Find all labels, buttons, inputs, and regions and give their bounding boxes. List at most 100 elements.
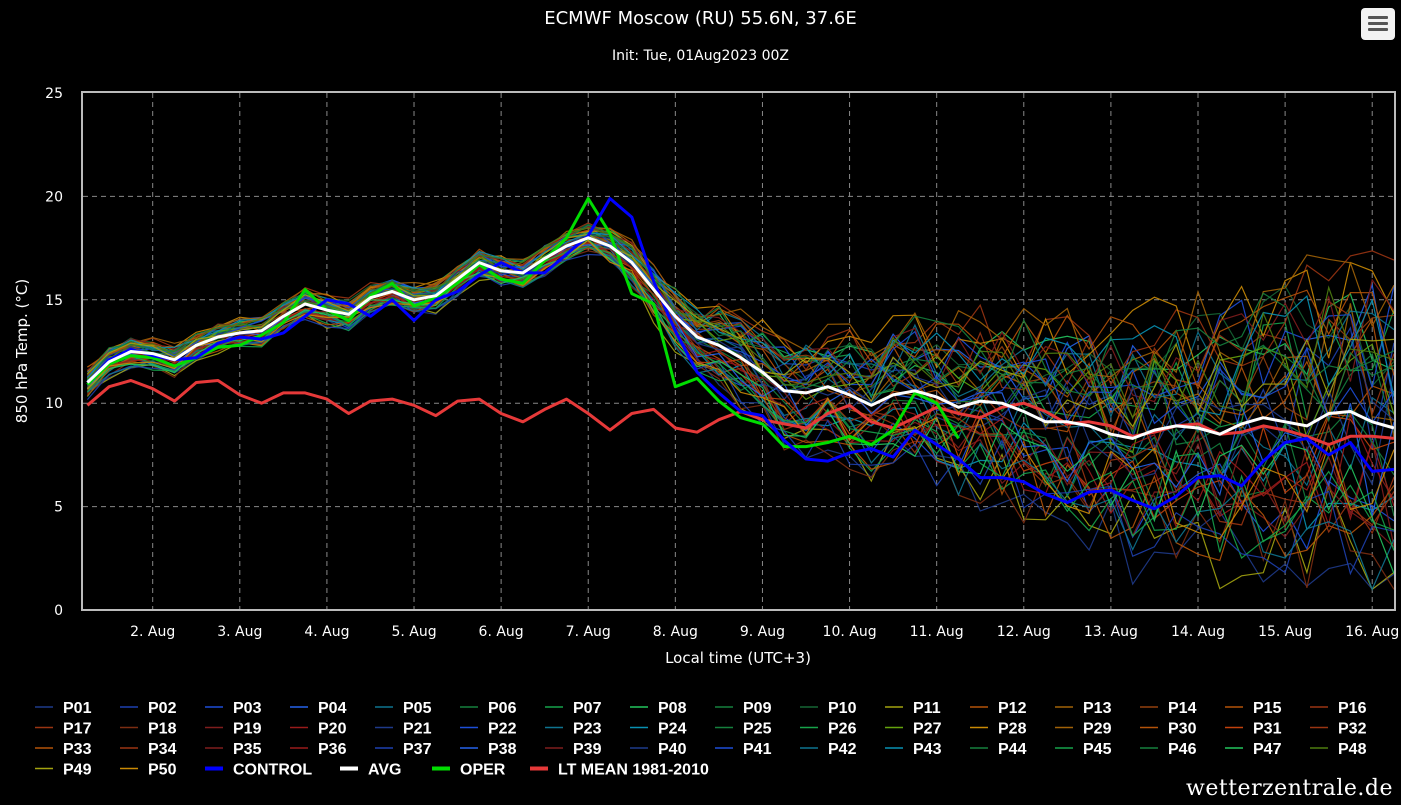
legend-label: P38 xyxy=(488,741,517,758)
x-tick-label: 8. Aug xyxy=(653,624,698,640)
x-tick-label: 7. Aug xyxy=(566,624,611,640)
x-tick-label: 12. Aug xyxy=(997,624,1051,640)
x-tick-label: 9. Aug xyxy=(740,624,785,640)
legend-label: P37 xyxy=(403,741,432,758)
legend-item-p22: P22 xyxy=(460,721,517,738)
legend-item-p34: P34 xyxy=(120,741,177,758)
legend-label: P33 xyxy=(63,741,92,758)
x-axis-ticks: 2. Aug 3. Aug 4. Aug 5. Aug 6. Aug 7. Aug 8. A… xyxy=(130,624,1399,640)
legend-label: P02 xyxy=(148,700,177,717)
legend-label: P50 xyxy=(148,762,177,779)
highlighted-series xyxy=(86,197,1395,511)
legend-item-p19: P19 xyxy=(205,721,262,738)
legend-label: P11 xyxy=(913,700,941,717)
legend-label: P04 xyxy=(318,700,347,717)
legend-item-p29: P29 xyxy=(1055,721,1112,738)
legend-item-p37: P37 xyxy=(375,741,432,758)
legend-label: P23 xyxy=(573,721,602,738)
legend-item-p23: P23 xyxy=(545,721,602,738)
legend-label: P45 xyxy=(1083,741,1112,758)
legend-label: P01 xyxy=(63,700,92,717)
legend-item-p15: P15 xyxy=(1225,700,1282,717)
legend-label: P09 xyxy=(743,700,772,717)
legend-label: P32 xyxy=(1338,721,1367,738)
plot-frame xyxy=(81,91,1396,611)
ensemble-members xyxy=(86,222,1395,591)
legend-item-p14: P14 xyxy=(1140,700,1197,717)
legend-label: P46 xyxy=(1168,741,1197,758)
legend-item-p11: P11 xyxy=(885,700,941,717)
legend-item-avg: AVG xyxy=(340,762,401,779)
legend-label: P22 xyxy=(488,721,517,738)
legend-item-p26: P26 xyxy=(800,721,857,738)
series-line-control xyxy=(86,197,1395,511)
legend-label: P20 xyxy=(318,721,347,738)
y-tick-label: 5 xyxy=(54,500,63,516)
legend-label: P10 xyxy=(828,700,857,717)
legend-item-p36: P36 xyxy=(290,741,347,758)
legend-item-p03: P03 xyxy=(205,700,262,717)
legend-item-control: CONTROL xyxy=(205,762,312,779)
legend-label: P19 xyxy=(233,721,262,738)
legend-item-p02: P02 xyxy=(120,700,177,717)
legend-label: P47 xyxy=(1253,741,1282,758)
legend-item-p05: P05 xyxy=(375,700,432,717)
legend-item-p39: P39 xyxy=(545,741,602,758)
legend-label: OPER xyxy=(460,762,506,779)
watermark: wetterzentrale.de xyxy=(1186,776,1393,801)
legend-label: P17 xyxy=(63,721,92,738)
legend-item-p27: P27 xyxy=(885,721,942,738)
hamburger-menu-icon[interactable] xyxy=(1361,8,1395,40)
legend-label: P43 xyxy=(913,741,942,758)
series-line-p16 xyxy=(86,222,1395,386)
legend-label: P40 xyxy=(658,741,687,758)
legend: P01 P02 P03 P04 P05 P06 P07 P08 P09 P10 P11 P12 P13 P… xyxy=(35,700,1367,779)
legend-item-p31: P31 xyxy=(1225,721,1282,738)
legend-label: P36 xyxy=(318,741,347,758)
legend-label: P31 xyxy=(1253,721,1282,738)
chart-title: ECMWF Moscow (RU) 55.6N, 37.6E xyxy=(544,8,857,29)
legend-label: P14 xyxy=(1168,700,1197,717)
x-tick-label: 14. Aug xyxy=(1171,624,1225,640)
series-line-oper xyxy=(86,197,960,449)
legend-label: P44 xyxy=(998,741,1027,758)
legend-item-oper: OPER xyxy=(432,762,506,779)
legend-label: P25 xyxy=(743,721,772,738)
legend-item-p45: P45 xyxy=(1055,741,1112,758)
legend-label: P27 xyxy=(913,721,942,738)
legend-item-p49: P49 xyxy=(35,762,92,779)
legend-label: P12 xyxy=(998,700,1027,717)
legend-item-p40: P40 xyxy=(630,741,687,758)
legend-label: P08 xyxy=(658,700,687,717)
y-axis-label: 850 hPa Temp. (°C) xyxy=(13,279,31,423)
series-line-p24 xyxy=(86,244,1395,531)
series-line-p45 xyxy=(86,246,1395,553)
series-line-p37 xyxy=(86,253,1395,576)
legend-item-p20: P20 xyxy=(290,721,347,738)
legend-label: P35 xyxy=(233,741,262,758)
x-tick-label: 10. Aug xyxy=(823,624,877,640)
legend-item-p08: P08 xyxy=(630,700,687,717)
legend-item-p48: P48 xyxy=(1310,741,1367,758)
legend-item-p04: P04 xyxy=(290,700,347,717)
legend-label: AVG xyxy=(368,762,401,779)
x-tick-label: 4. Aug xyxy=(304,624,349,640)
y-tick-label: 15 xyxy=(45,293,63,309)
legend-item-p43: P43 xyxy=(885,741,942,758)
legend-label: CONTROL xyxy=(233,762,312,779)
legend-item-p44: P44 xyxy=(970,741,1027,758)
legend-label: P41 xyxy=(743,741,772,758)
legend-label: P39 xyxy=(573,741,602,758)
x-tick-label: 13. Aug xyxy=(1084,624,1138,640)
legend-item-p10: P10 xyxy=(800,700,857,717)
x-tick-label: 15. Aug xyxy=(1258,624,1312,640)
legend-item-p33: P33 xyxy=(35,741,92,758)
series-line-p47 xyxy=(86,239,1395,574)
x-tick-label: 11. Aug xyxy=(910,624,964,640)
x-tick-label: 3. Aug xyxy=(217,624,262,640)
legend-item-p17: P17 xyxy=(35,721,92,738)
legend-label: P05 xyxy=(403,700,432,717)
legend-item-p07: P07 xyxy=(545,700,602,717)
series-line-p36 xyxy=(86,246,1395,528)
